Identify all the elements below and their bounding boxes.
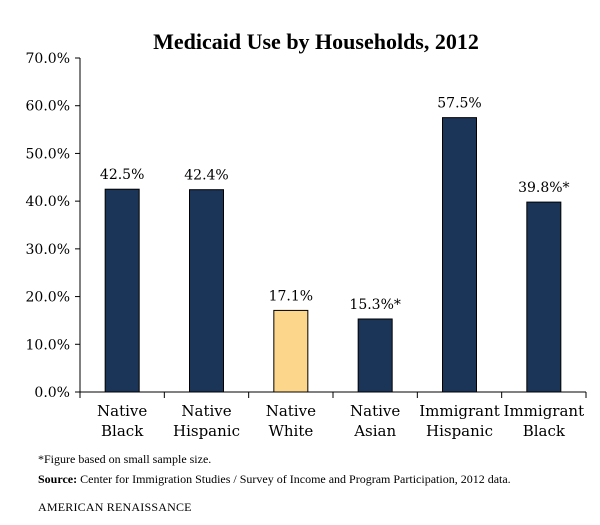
source-label: Source:	[38, 472, 78, 486]
data-label: 15.3%*	[349, 297, 400, 313]
bar	[442, 117, 477, 393]
y-tick-label: 40.0%	[26, 194, 70, 210]
y-tick-label: 70.0%	[26, 51, 70, 67]
x-category-label: Asian	[353, 422, 396, 440]
source-text: Center for Immigration Studies / Survey …	[77, 472, 511, 486]
data-label: 39.8%*	[518, 180, 569, 196]
footnote: *Figure based on small sample size.	[38, 452, 212, 466]
chart-title: Medicaid Use by Households, 2012	[153, 29, 479, 54]
brand-logo-text: AMERICAN RENAISSANCE	[38, 500, 192, 514]
y-tick-label: 10.0%	[26, 337, 70, 353]
x-category-label: White	[268, 422, 313, 440]
x-category-label: Hispanic	[173, 422, 240, 440]
bars: 42.5% 42.4% 17.1% 15.3%* 57.5% 39.8%*	[100, 96, 570, 393]
y-axis: 0.0% 10.0% 20.0% 30.0% 40.0% 50.0% 60.0% 70.0%	[26, 51, 81, 401]
x-category-label: Native	[350, 402, 400, 420]
bar-chart: Medicaid Use by Households, 2012 0.0% 10.…	[26, 29, 587, 440]
x-category-label: Native	[97, 402, 147, 420]
y-tick-label: 0.0%	[34, 385, 70, 401]
y-tick-label: 20.0%	[26, 290, 70, 306]
y-tick-label: 50.0%	[26, 146, 70, 162]
x-category-label: Black	[101, 422, 144, 440]
bar	[526, 201, 562, 393]
source-note: Source: Center for Immigration Studies /…	[38, 472, 511, 487]
bar	[273, 309, 309, 393]
x-category-label: Immigrant	[419, 402, 500, 420]
x-category-label: Native	[181, 402, 231, 420]
y-tick-label: 60.0%	[26, 99, 70, 115]
x-category-label: Immigrant	[504, 402, 585, 420]
data-label: 42.5%	[100, 167, 144, 183]
data-label: 42.4%	[184, 168, 228, 184]
x-category-label: Hispanic	[426, 422, 493, 440]
x-axis: Native Black Native Hispanic Native White Nati…	[79, 391, 587, 440]
x-category-label: Native	[266, 402, 316, 420]
bar	[104, 188, 140, 393]
data-label: 17.1%	[269, 288, 313, 304]
bar	[357, 318, 393, 393]
data-label: 57.5%	[437, 96, 481, 112]
y-tick-label: 30.0%	[26, 242, 70, 258]
x-category-label: Black	[523, 422, 566, 440]
bar	[189, 189, 224, 393]
